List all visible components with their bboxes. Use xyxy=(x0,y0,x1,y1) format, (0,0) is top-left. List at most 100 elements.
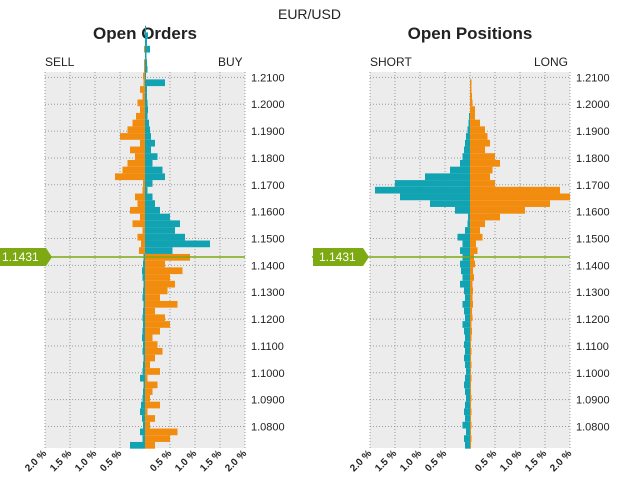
bar-right xyxy=(145,227,175,234)
bar-left xyxy=(140,86,145,93)
bar-right xyxy=(145,139,155,147)
y-tick-label: 1.1800 xyxy=(251,153,285,165)
bar-right xyxy=(470,173,490,181)
bar-left xyxy=(375,186,470,194)
bar-right xyxy=(145,25,146,33)
bar-left xyxy=(137,200,145,207)
bar-right xyxy=(145,92,147,100)
bar-left xyxy=(465,294,470,301)
bar-right xyxy=(145,52,147,60)
bar-left xyxy=(120,133,145,140)
bar-right xyxy=(145,401,160,409)
bar-left xyxy=(469,112,470,120)
bar-right xyxy=(145,206,160,214)
bar-right xyxy=(470,435,472,442)
bar-left xyxy=(136,112,145,120)
bar-left xyxy=(450,166,470,174)
x-tick-label: 0.5 % xyxy=(148,448,174,474)
bar-right xyxy=(145,408,148,416)
bar-left xyxy=(143,300,145,308)
current-price-label: 1.1431 xyxy=(2,250,39,264)
bar-right xyxy=(145,441,155,449)
y-tick-label: 1.2100 xyxy=(576,72,610,84)
bar-left xyxy=(143,307,145,315)
bar-right xyxy=(470,99,473,107)
bar-left xyxy=(467,126,470,134)
bar-right xyxy=(145,126,150,134)
bar-left xyxy=(139,247,145,254)
x-tick-label: 2.0 % xyxy=(223,448,249,474)
bar-right xyxy=(145,112,148,120)
bar-right xyxy=(145,180,153,187)
bar-right xyxy=(145,354,155,362)
bar-right xyxy=(470,334,472,342)
y-tick-label: 1.0900 xyxy=(251,395,285,407)
bar-right xyxy=(145,32,148,40)
bar-right xyxy=(470,200,550,207)
bar-right xyxy=(145,435,170,442)
bar-right xyxy=(470,119,480,127)
y-tick-label: 1.1700 xyxy=(251,180,285,192)
bar-right xyxy=(145,133,151,140)
bar-left xyxy=(122,166,145,174)
bar-left xyxy=(140,374,145,382)
x-tick-label: 0.5 % xyxy=(423,448,449,474)
bar-right xyxy=(145,186,148,194)
bar-left xyxy=(143,287,145,295)
bar-right xyxy=(470,153,495,160)
bar-right xyxy=(470,112,475,120)
bar-left xyxy=(462,153,470,160)
bar-right xyxy=(470,180,495,187)
bar-left xyxy=(465,314,470,322)
bar-right xyxy=(145,287,168,295)
bar-left xyxy=(425,173,470,181)
bar-right xyxy=(470,341,471,348)
bar-right xyxy=(470,274,474,281)
bar-right xyxy=(145,428,178,436)
bar-left xyxy=(467,220,470,228)
bar-right xyxy=(145,321,170,328)
bar-left xyxy=(465,441,470,449)
bar-right xyxy=(470,92,472,100)
y-tick-label: 1.1900 xyxy=(576,126,610,138)
current-price-tag xyxy=(313,248,369,267)
bar-left xyxy=(130,441,145,449)
bar-left xyxy=(460,280,470,288)
bar-left xyxy=(141,401,145,409)
y-tick-label: 1.1100 xyxy=(251,341,284,353)
bar-right xyxy=(145,86,147,93)
bar-right xyxy=(470,307,472,315)
x-tick-label: 1.5 % xyxy=(48,448,74,474)
bar-left xyxy=(464,341,470,348)
x-tick-label: 1.5 % xyxy=(373,448,399,474)
bar-left xyxy=(140,106,145,113)
y-tick-label: 1.1500 xyxy=(251,234,285,246)
y-tick-label: 1.1200 xyxy=(576,314,610,326)
x-tick-label: 0.5 % xyxy=(98,448,124,474)
bar-left xyxy=(457,233,470,241)
bar-right xyxy=(470,368,471,375)
bar-left xyxy=(462,421,470,429)
bar-right xyxy=(145,65,148,73)
bar-left xyxy=(140,139,145,147)
bar-left xyxy=(143,260,145,268)
bar-left xyxy=(144,59,145,66)
bar-left xyxy=(464,327,470,335)
bar-right xyxy=(470,206,525,214)
bar-left xyxy=(464,435,470,442)
bar-right xyxy=(470,421,472,429)
bar-left xyxy=(464,307,470,315)
bar-right xyxy=(470,415,471,422)
x-tick-label: 1.5 % xyxy=(523,448,549,474)
bar-left xyxy=(141,240,145,248)
bar-right xyxy=(145,119,149,127)
bar-left xyxy=(130,146,145,154)
bar-right xyxy=(470,86,472,93)
y-tick-label: 1.0900 xyxy=(576,395,610,407)
bar-right xyxy=(145,394,150,402)
bar-right xyxy=(470,79,472,87)
bar-left xyxy=(130,206,145,214)
bar-right xyxy=(145,374,148,382)
